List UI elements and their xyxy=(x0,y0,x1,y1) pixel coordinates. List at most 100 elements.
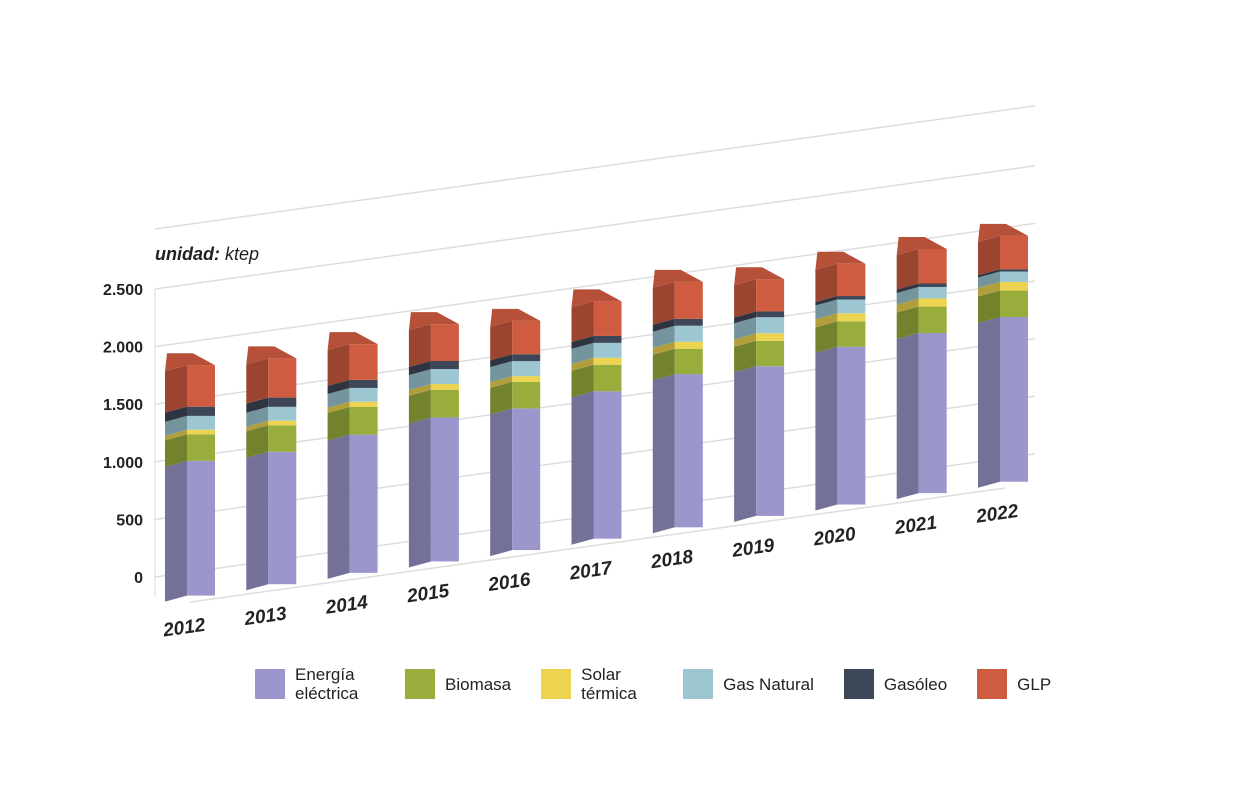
bar-front xyxy=(837,346,866,505)
x-tick-label: 2021 xyxy=(893,512,939,539)
bar-front xyxy=(187,434,215,461)
bar-front xyxy=(837,296,866,300)
bar-side xyxy=(896,283,919,293)
bar-front xyxy=(268,406,297,421)
bar-segment xyxy=(246,406,297,427)
bar-front xyxy=(756,366,785,516)
bar-side xyxy=(490,320,513,361)
bar-segment xyxy=(815,321,866,353)
bar-segment xyxy=(734,333,785,347)
bar-front xyxy=(593,342,622,358)
bar-front xyxy=(512,361,541,377)
bar-front xyxy=(1000,290,1028,318)
y-tick-label: 500 xyxy=(116,512,143,529)
bar-segment xyxy=(246,346,297,404)
legend-swatch xyxy=(683,669,714,699)
bar-front xyxy=(268,451,297,585)
bar-segment xyxy=(490,308,541,361)
legend-swatch xyxy=(977,669,1008,699)
bar-front xyxy=(268,420,297,426)
bar-side xyxy=(978,235,1000,276)
bar-segment xyxy=(815,296,866,306)
bar-front xyxy=(1000,281,1028,291)
bar-side xyxy=(978,281,1000,297)
bar-front xyxy=(430,417,459,562)
bar-front xyxy=(187,460,215,596)
legend-label: GLP xyxy=(1017,674,1052,694)
bar-front xyxy=(1000,317,1028,482)
bar-segment xyxy=(571,357,622,371)
bar-side xyxy=(408,384,431,396)
bar-front xyxy=(349,344,378,380)
bar-side xyxy=(652,348,675,381)
bar-front xyxy=(349,406,378,435)
bar-front xyxy=(674,281,703,319)
bar-front xyxy=(593,301,622,336)
legend-label: Gas Natural xyxy=(723,674,814,694)
bar-front xyxy=(837,263,866,297)
bar-front xyxy=(674,318,703,326)
y-tick-label: 0 xyxy=(134,570,143,587)
bar-front xyxy=(268,397,297,407)
bar-front xyxy=(512,376,541,382)
legend-item: Solar térmica xyxy=(541,665,653,703)
unit: ktep xyxy=(225,244,259,264)
bar-side xyxy=(896,306,919,340)
bar-segment xyxy=(327,387,378,408)
bar-front xyxy=(837,321,866,347)
bar-segment xyxy=(165,406,215,422)
bar-segment xyxy=(246,425,297,458)
chart: unidad: ktep 0 500 1.000 1.500 2.000 2.500 201… xyxy=(103,105,1036,642)
bar-segment xyxy=(571,364,622,398)
bar-side xyxy=(815,321,838,353)
bar-front xyxy=(268,358,297,398)
bar-segment xyxy=(896,298,947,313)
bar-front xyxy=(918,333,947,494)
x-tick-label: 2020 xyxy=(811,524,857,551)
bar-front xyxy=(918,306,947,334)
bar-front xyxy=(349,401,378,407)
bar-segment xyxy=(490,361,541,383)
bar-segment xyxy=(327,434,378,579)
top-line xyxy=(154,105,1036,230)
bar-front xyxy=(349,434,378,573)
bar-side xyxy=(408,361,431,376)
bar-segment xyxy=(165,434,215,467)
bar-side xyxy=(652,281,675,325)
bar-side xyxy=(246,425,269,458)
bar-side xyxy=(734,317,757,340)
bar-segment xyxy=(815,299,866,320)
bar-front xyxy=(512,408,541,551)
legend-label: Gasóleo xyxy=(883,674,948,694)
bar-top xyxy=(571,289,622,308)
bar-segment xyxy=(734,311,785,324)
x-tick-label: 2017 xyxy=(567,558,614,585)
bar-segment xyxy=(896,333,947,500)
legend: Energía eléctrica Biomasa Solar térmica Gas… xyxy=(255,665,1051,703)
bar-side xyxy=(327,379,350,394)
bar-side xyxy=(896,298,919,313)
floor-line xyxy=(189,487,1006,603)
bar-side xyxy=(246,451,269,591)
bar-segment xyxy=(896,286,947,305)
bar-side xyxy=(815,299,838,320)
y-tick-label: 1.500 xyxy=(103,397,143,414)
bar-segment xyxy=(246,397,297,413)
bar-front xyxy=(349,379,378,388)
x-tick-label: 2014 xyxy=(323,592,369,619)
bar-segment xyxy=(734,317,785,340)
bar-side xyxy=(734,279,757,318)
unit-label: unidad: ktep xyxy=(155,244,259,264)
bar-front xyxy=(918,248,947,284)
bar-side xyxy=(246,397,269,413)
bar-side xyxy=(734,366,757,522)
legend-label: Biomasa xyxy=(445,674,512,694)
bar-front xyxy=(756,279,785,312)
bar-top xyxy=(896,236,947,255)
bar-front xyxy=(187,406,215,416)
bar-side xyxy=(165,434,187,467)
bar-segment xyxy=(978,271,1028,288)
bar-segment xyxy=(327,379,378,394)
bar-segment xyxy=(571,391,622,545)
bar-front xyxy=(187,365,215,407)
